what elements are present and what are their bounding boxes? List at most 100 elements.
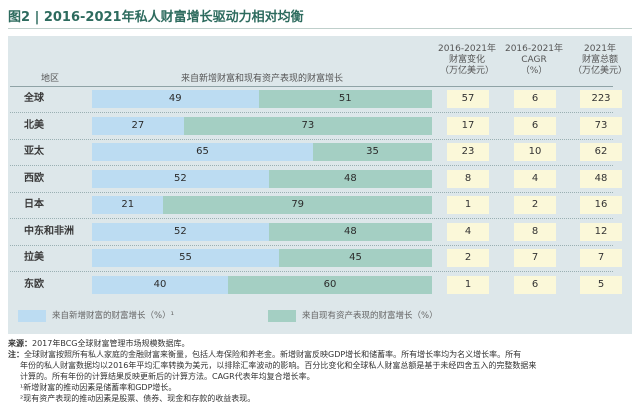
bar-new-wealth [92,196,164,214]
bar-label-existing-assets: 48 [344,172,357,184]
cagr-value: 2 [514,196,556,214]
total-wealth-value: 73 [580,116,622,135]
bar-label-new-wealth: 52 [174,172,187,184]
row-divider [10,165,613,166]
row-divider [10,244,613,246]
cagr-value: 6 [514,275,556,294]
wealth-change-value: 23 [447,143,489,161]
source-label: 来源： [8,339,32,348]
title-divider [8,28,632,29]
bar-existing-assets [268,169,432,188]
wealth-change-value: 4 [447,222,489,241]
header-cagr-line2: CAGR [521,55,547,65]
total-wealth-value: 5 [580,275,622,294]
row-divider [10,138,613,140]
footnote-1: ¹新增财富的推动因素是储蓄率和GDP增长。 [20,383,177,392]
header-growth: 来自新增财富和现有资产表现的财富增长 [180,74,343,84]
region-label: 亚太 [24,146,44,157]
region-label: 北美 [24,119,44,131]
cagr-value: 7 [514,249,556,267]
note-line-1: 注：全球财富按照所有私人家庭的金融财富来衡量，包括人寿保险和养老金。新增财富反映… [8,349,632,360]
bar-label-new-wealth: 52 [174,225,187,237]
source-text: 2017年BCG全球财富管理市场规模数据库。 [32,339,190,348]
note-line-3: 计算的。所有年份的计算结果反映更新后的计算方法。CAGR代表年均复合增长率。 [20,372,315,381]
bar-label-new-wealth: 40 [153,278,167,290]
row-divider [10,112,613,113]
legend-label-existing-assets: 来自现有资产表现的财富增长（%） [302,311,438,321]
bar-existing-assets [183,116,432,135]
row-divider [10,191,613,193]
bar-label-new-wealth: 27 [131,119,145,131]
wealth-change-value: 57 [447,90,489,108]
legend-text-new-wealth: 来自新增财富的财富增长（%） [52,311,171,321]
wealth-change-value: 17 [447,116,489,135]
region-label: 全球 [24,93,44,104]
header-change-line2: 财富变化 [448,55,485,65]
bar-new-wealth [92,143,313,161]
bar-label-existing-assets: 35 [366,146,379,157]
total-wealth-value: 48 [580,169,622,188]
total-wealth-value: 62 [580,143,622,161]
bar-existing-assets [313,143,432,161]
bar-label-new-wealth: 55 [179,252,192,263]
cagr-value: 8 [514,222,556,241]
total-wealth-value: 7 [580,249,622,267]
wealth-change-value: 2 [447,249,489,267]
header-cagr-line1: 2016-2021年 [504,44,564,54]
bar-new-wealth [92,169,269,188]
bar-existing-assets [163,196,432,214]
header-change-line1: 2016-2021年 [437,44,497,54]
bar-label-new-wealth: 21 [121,199,135,210]
header-change-line3: （万亿美元） [439,66,494,76]
footnote-2: ²现有资产表现的推动因素是股票、债券、现金和存款的收益表现。 [20,394,256,403]
header-region: 地区 [40,74,59,84]
bar-label-existing-assets: 73 [301,119,315,131]
bar-existing-assets [228,275,432,294]
bar-label-existing-assets: 51 [338,93,352,104]
wealth-change-value: 8 [447,169,489,188]
source-line: 来源：2017年BCG全球财富管理市场规模数据库。 [8,338,632,349]
bar-existing-assets [279,249,432,267]
legend-note-mark-1: ¹ [170,311,174,321]
bar-new-wealth [92,116,184,135]
row-divider [10,271,613,272]
bar-label-new-wealth: 49 [168,93,182,104]
bar-label-new-wealth: 65 [196,146,209,157]
bar-existing-assets [258,90,432,108]
header-cagr-line3: （%） [520,66,548,76]
note-text-1: 全球财富按照所有私人家庭的金融财富来衡量，包括人寿保险和养老金。新增财富反映GD… [24,350,522,359]
total-wealth-value: 16 [580,196,622,214]
bar-label-existing-assets: 48 [344,225,357,237]
cagr-value: 4 [514,169,556,188]
total-wealth-value: 223 [580,90,622,108]
cagr-value: 6 [514,90,556,108]
region-label: 东欧 [24,278,44,290]
region-label: 西欧 [24,172,44,184]
cagr-value: 6 [514,116,556,135]
region-label: 中东和非洲 [24,225,74,237]
region-label: 日本 [24,199,44,210]
note-label: 注： [8,350,24,359]
bar-new-wealth [92,249,279,267]
notes-block: 来源：2017年BCG全球财富管理市场规模数据库。 注：全球财富按照所有私人家庭… [8,338,632,404]
cagr-value: 10 [514,143,556,161]
figure-title: 图2 | 2016-2021年私人财富增长驱动力相对均衡 [8,10,304,25]
bar-label-existing-assets: 45 [349,252,362,263]
total-wealth-value: 12 [580,222,622,241]
bar-new-wealth [92,222,269,241]
row-divider [10,218,613,219]
wealth-change-value: 1 [447,196,489,214]
region-label: 拉美 [24,252,44,263]
header-total-line3: （万亿美元） [572,66,627,76]
bar-new-wealth [92,90,259,108]
bar-existing-assets [268,222,432,241]
legend-swatch-new-wealth [18,310,46,322]
header-total-line1: 2021年 [584,44,616,54]
bar-label-existing-assets: 79 [291,199,305,210]
legend-label-new-wealth: 来自新增财富的财富增长（%）¹ [52,308,174,324]
bar-new-wealth [92,275,228,294]
header-divider [10,86,613,87]
header-total-line2: 财富总额 [581,55,618,65]
wealth-change-value: 1 [447,275,489,294]
bar-label-existing-assets: 60 [323,278,337,290]
